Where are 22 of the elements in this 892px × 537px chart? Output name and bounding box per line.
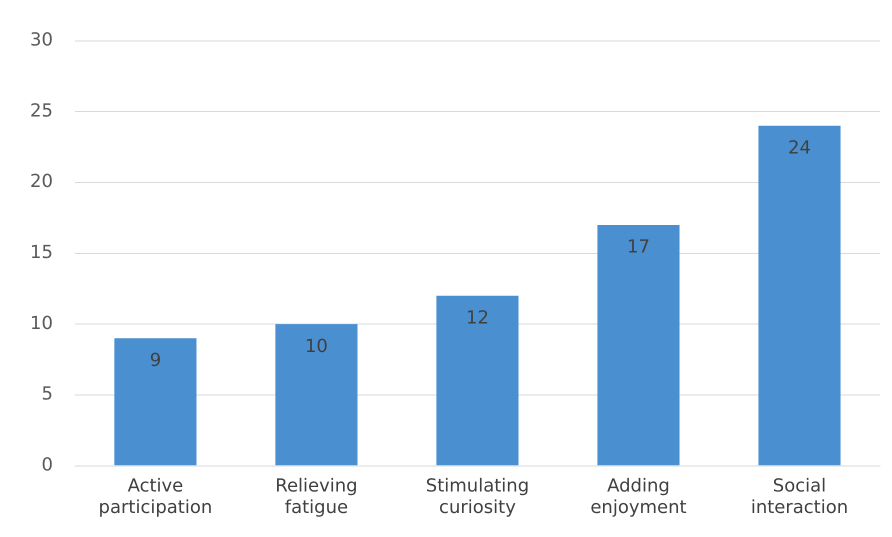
y-tick-label: 20 [30,171,53,192]
y-tick-label: 15 [30,242,53,263]
x-tick-label: Social interaction [750,475,848,518]
y-tick-label: 5 [41,384,53,405]
x-tick-label: Stimulating curiosity [426,475,530,518]
data-label: 10 [304,336,328,357]
data-label: 12 [466,307,489,328]
y-tick-label: 30 [30,29,53,50]
bar [597,224,680,466]
x-tick-label: Active participation [98,475,212,518]
bar [758,126,841,466]
bar [114,338,196,466]
data-label: 17 [627,236,650,258]
data-label: 24 [788,137,811,158]
bar [436,296,519,466]
y-tick-label: 0 [41,454,53,476]
x-tick-label: Relieving fatigue [275,475,358,518]
y-tick-label: 10 [30,312,53,334]
data-label: 9 [150,350,162,371]
bar [275,324,358,466]
x-tick-label: Adding enjoyment [590,475,687,518]
y-tick-label: 25 [30,100,53,122]
